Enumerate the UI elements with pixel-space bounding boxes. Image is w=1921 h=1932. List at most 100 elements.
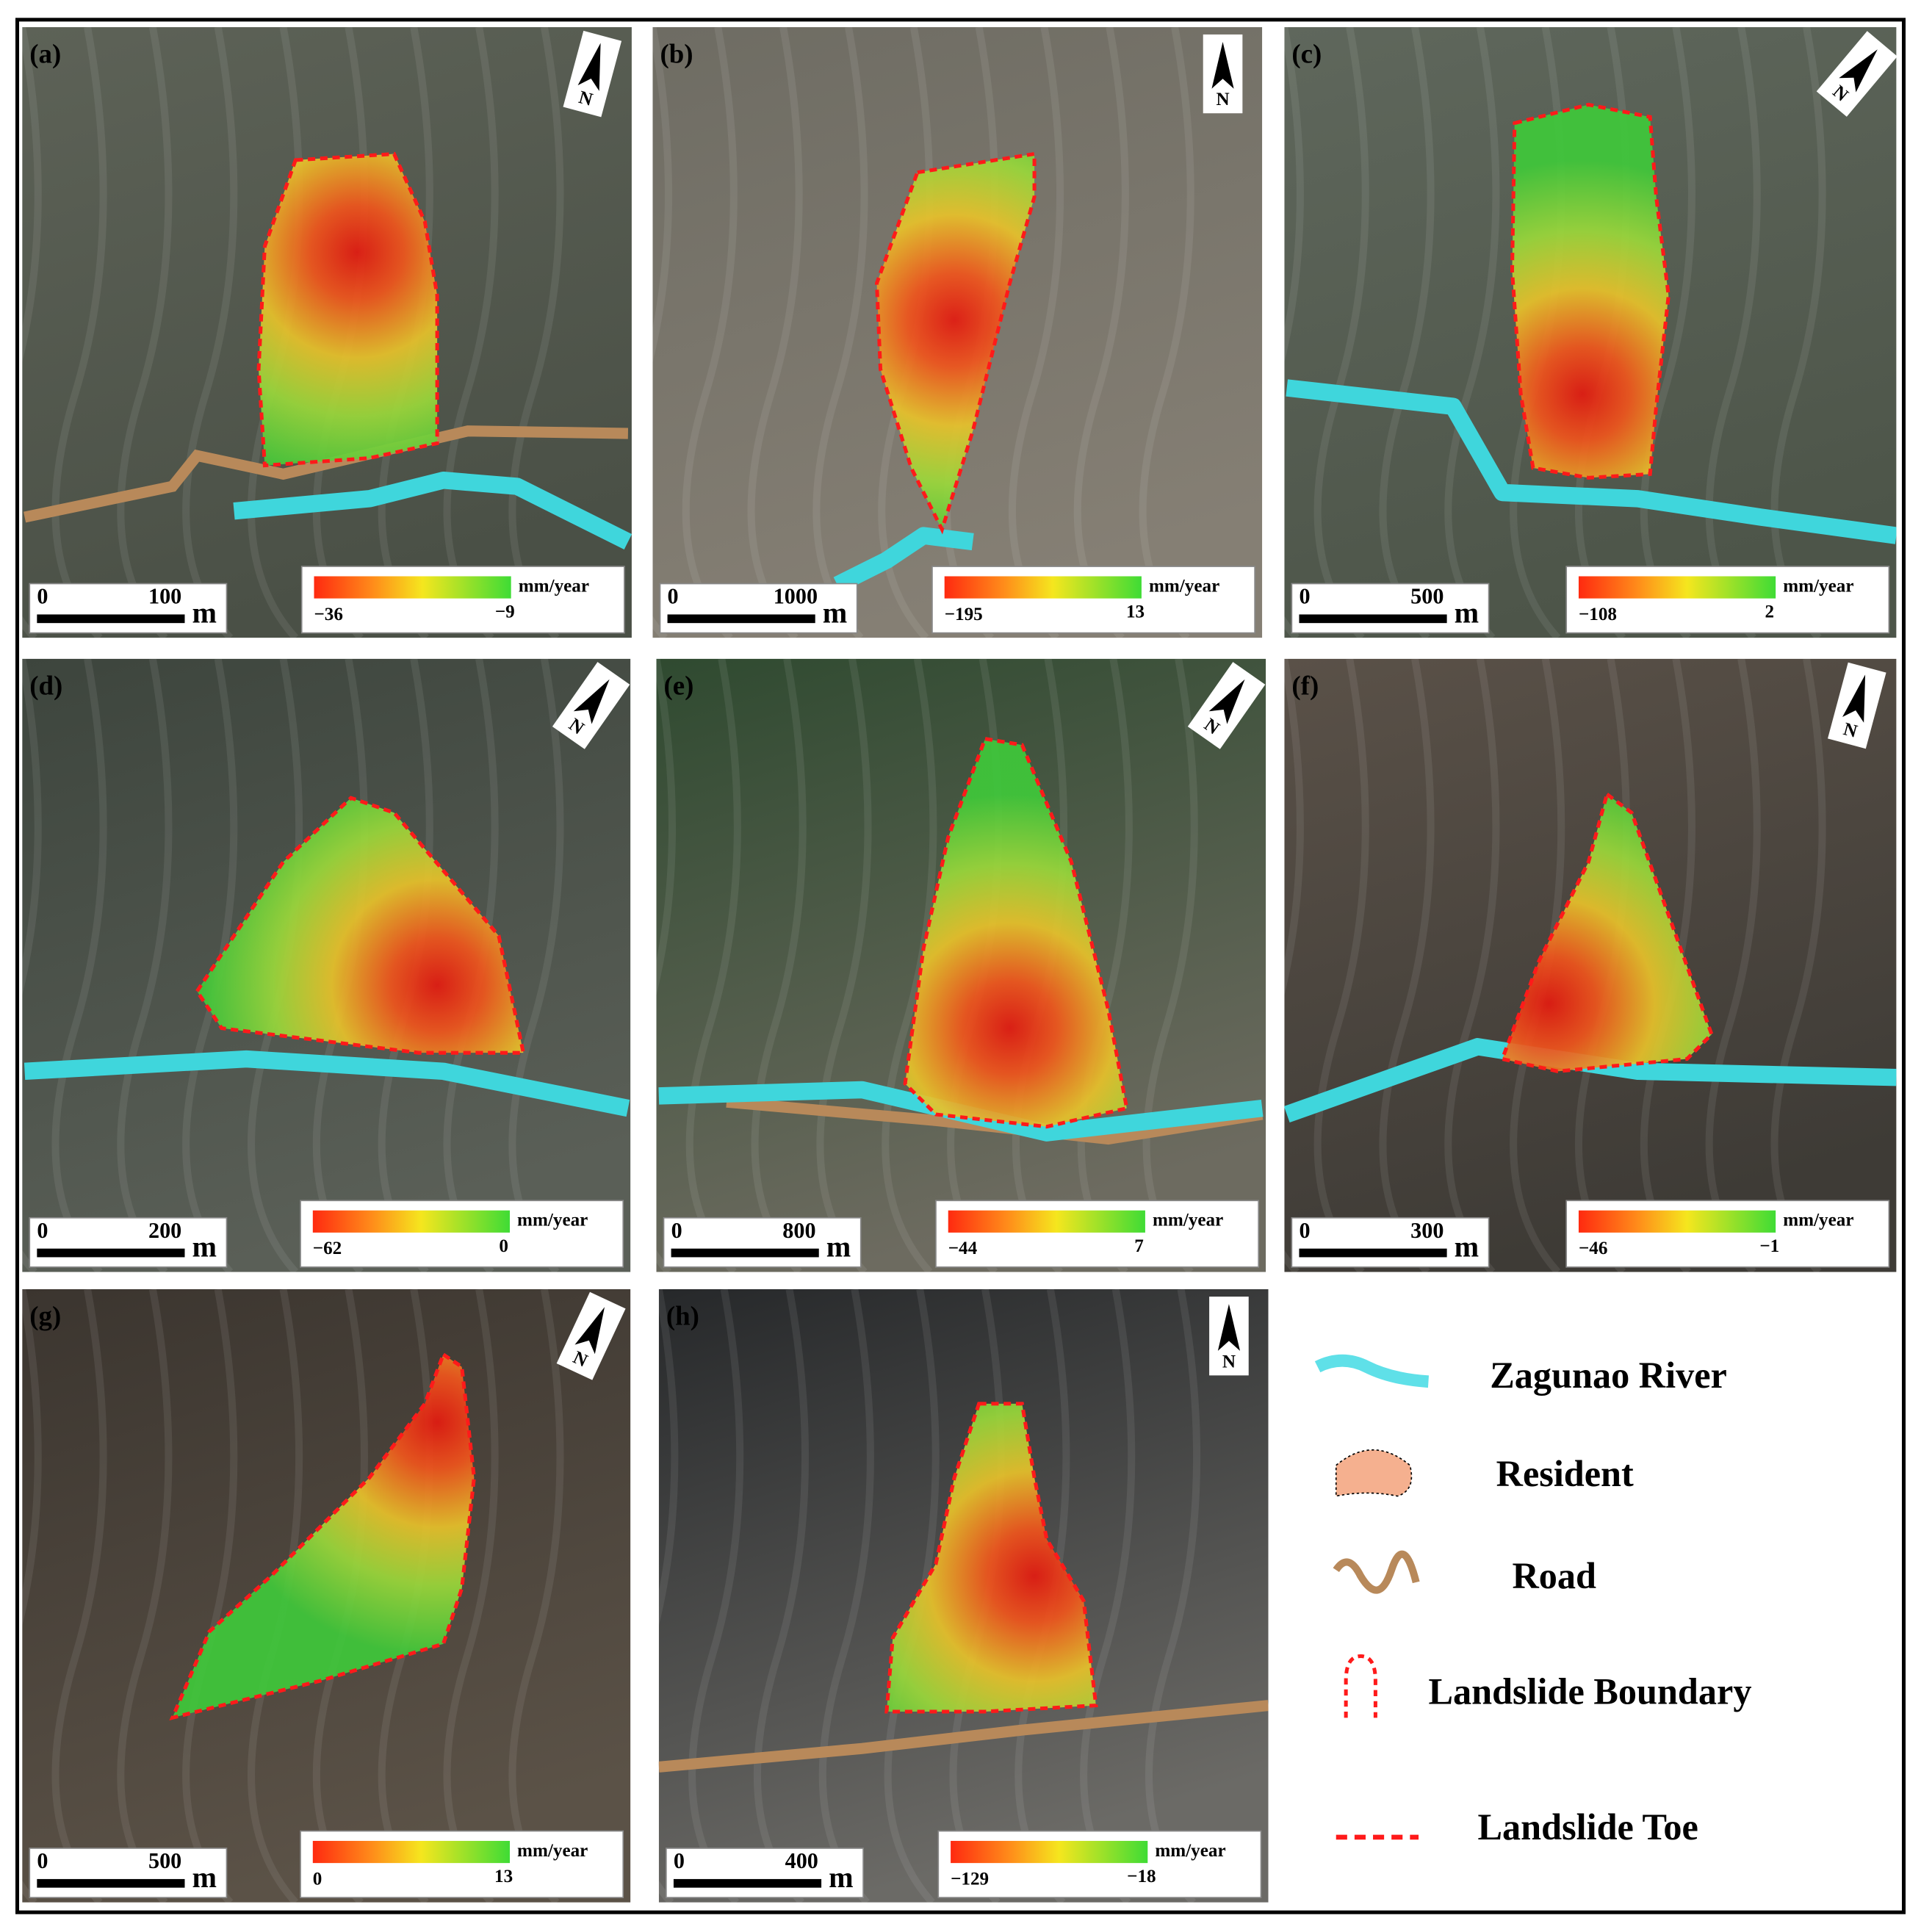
scale-bar xyxy=(1299,1248,1447,1258)
map-panel xyxy=(22,26,632,638)
landslide-deformation xyxy=(259,154,438,466)
panel-label: (a) xyxy=(29,39,61,70)
colorbar-max: 2 xyxy=(1765,602,1774,622)
colorbar-min: −108 xyxy=(1579,605,1617,624)
north-label: N xyxy=(1216,90,1229,109)
colorbar-unit: mm/year xyxy=(1149,576,1219,596)
colorbar-max: 13 xyxy=(1126,602,1145,622)
colorbar-min: −195 xyxy=(945,605,983,624)
landslide-deformation xyxy=(197,798,524,1053)
colorbar-min: −36 xyxy=(314,605,342,624)
landslide-boundary xyxy=(903,736,1129,1129)
legend-label: Road xyxy=(1512,1555,1596,1596)
scale-bar xyxy=(37,614,185,624)
map-panel xyxy=(652,26,1263,638)
scale-start: 0 xyxy=(1299,1218,1310,1243)
colorbar-unit: mm/year xyxy=(1155,1841,1225,1861)
scale-start: 0 xyxy=(37,1848,48,1873)
north-arrow: N xyxy=(1209,1297,1249,1376)
panel-label: (e) xyxy=(664,670,694,701)
river xyxy=(233,471,632,550)
scale-bar-box xyxy=(29,583,228,634)
terrain-ridge xyxy=(816,658,872,1272)
landslide-deformation xyxy=(1512,104,1669,478)
landslide-deformation xyxy=(905,738,1127,1127)
terrain-ridge xyxy=(658,1289,679,1903)
north-label: N xyxy=(1222,1352,1236,1371)
terrain-ridge xyxy=(117,1289,173,1903)
scale-distance: 500 xyxy=(1410,584,1444,609)
scale-bar-box xyxy=(29,1848,228,1898)
panel-label: (f) xyxy=(1291,670,1319,701)
north-arrow-head xyxy=(573,679,610,724)
scale-distance: 200 xyxy=(148,1218,181,1243)
colorbar xyxy=(312,1210,511,1233)
scale-bar-box xyxy=(1291,1216,1490,1268)
colorbar-unit: mm/year xyxy=(1153,1211,1223,1230)
terrain-ridge xyxy=(117,658,173,1272)
landslide-boundary xyxy=(1510,102,1670,480)
colorbar-min: −44 xyxy=(948,1239,978,1258)
river xyxy=(1286,379,1897,544)
colorbar-unit: mm/year xyxy=(1783,1211,1853,1230)
legend-boundary-icon xyxy=(1344,1654,1377,1718)
outer-frame xyxy=(15,18,1906,1914)
legend-road-icon xyxy=(1333,1550,1420,1594)
north-arrow: N xyxy=(556,1291,626,1380)
scale-bar xyxy=(37,1248,185,1258)
map-panel xyxy=(1284,26,1897,638)
scale-start: 0 xyxy=(37,584,48,609)
scale-distance: 400 xyxy=(785,1848,818,1873)
terrain-ridge xyxy=(656,658,677,1272)
scale-unit: m xyxy=(1455,596,1480,629)
map-panel xyxy=(22,658,631,1272)
scale-bar-box xyxy=(29,1216,228,1268)
road xyxy=(24,425,629,523)
colorbar-max: 0 xyxy=(499,1236,508,1256)
scale-unit: m xyxy=(1455,1230,1480,1264)
map-panel xyxy=(656,658,1266,1272)
north-arrow-head xyxy=(1208,679,1245,724)
terrain-ridge xyxy=(688,1289,744,1903)
terrain-ridge xyxy=(117,26,173,638)
scale-bar xyxy=(667,614,815,624)
landslide-boundary xyxy=(874,151,1037,535)
scale-unit: m xyxy=(826,1230,851,1264)
landslide-deformation xyxy=(1502,794,1712,1072)
scale-distance: 500 xyxy=(148,1848,181,1873)
colorbar-max: −9 xyxy=(495,602,515,622)
terrain-ridge xyxy=(22,26,42,638)
colorbar-min: −129 xyxy=(951,1869,989,1889)
colorbar-unit: mm/year xyxy=(517,1211,588,1230)
landslide-deformation xyxy=(876,154,1035,530)
panel-label: (d) xyxy=(29,670,62,701)
terrain-ridge xyxy=(22,658,42,1272)
scale-distance: 100 xyxy=(148,584,181,609)
colorbar-unit: mm/year xyxy=(1783,576,1853,596)
scale-unit: m xyxy=(192,596,217,629)
north-arrow-head xyxy=(574,1307,605,1355)
terrain-ridge xyxy=(51,26,107,638)
scale-distance: 300 xyxy=(1410,1218,1444,1243)
terrain-ridge xyxy=(753,1289,810,1903)
scale-bar xyxy=(671,1248,819,1258)
terrain-ridge xyxy=(51,658,107,1272)
legend-label: Landslide Boundary xyxy=(1428,1671,1751,1712)
scale-bar-box xyxy=(663,1216,862,1268)
scale-unit: m xyxy=(823,596,848,629)
colorbar-max: 13 xyxy=(494,1867,513,1886)
north-arrow-head xyxy=(1839,49,1878,93)
north-arrow-head xyxy=(1217,1304,1241,1351)
colorbar xyxy=(1578,1210,1776,1233)
colorbar xyxy=(312,1840,511,1864)
scale-start: 0 xyxy=(37,1218,48,1243)
panel-label: (c) xyxy=(1291,39,1322,70)
terrain-ridge xyxy=(812,26,868,638)
colorbar xyxy=(314,576,511,599)
terrain-ridge xyxy=(51,1289,107,1903)
scale-distance: 1000 xyxy=(774,584,818,609)
map-panel xyxy=(22,1289,631,1903)
north-arrow: N xyxy=(1816,31,1897,117)
north-arrow: N xyxy=(552,662,630,749)
